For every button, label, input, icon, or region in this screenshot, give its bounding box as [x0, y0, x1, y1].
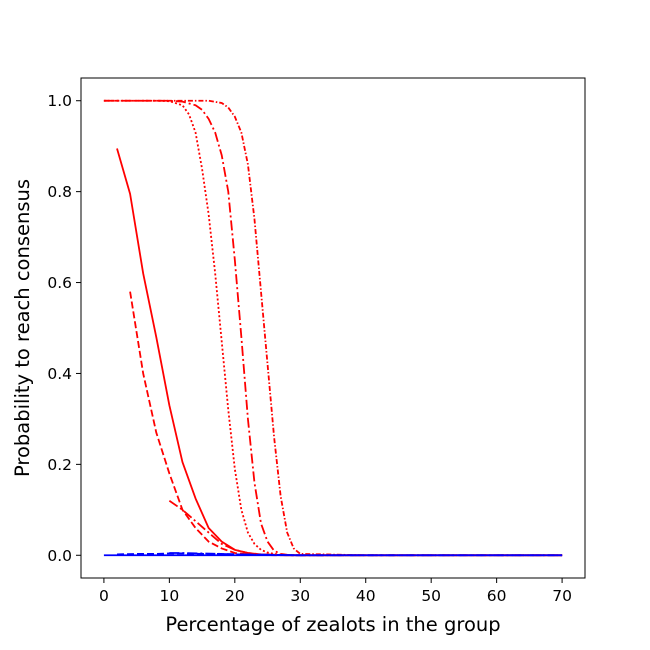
x-tick-label: 20: [225, 587, 245, 605]
x-axis: 0 10 20 30 40 50 60 70: [99, 578, 572, 605]
y-tick-label: 1.0: [47, 92, 72, 110]
x-tick-label: 40: [356, 587, 376, 605]
x-tick-label: 60: [487, 587, 507, 605]
x-tick-label: 70: [552, 587, 572, 605]
x-tick-label: 30: [290, 587, 310, 605]
y-tick-label: 0.8: [47, 183, 72, 201]
x-tick-label: 0: [99, 587, 109, 605]
plot-frame: [80, 77, 586, 579]
x-axis-title: Percentage of zealots in the group: [165, 613, 500, 636]
series-line-9: [169, 552, 563, 557]
y-axis-title: Probability to reach consensus: [11, 179, 34, 477]
x-tick-label: 10: [159, 587, 179, 605]
y-axis: 0.0 0.2 0.4 0.6 0.8 1.0: [47, 92, 81, 565]
plot-area: [103, 99, 563, 557]
y-tick-label: 0.4: [47, 365, 72, 383]
y-tick-label: 0.6: [47, 274, 72, 292]
y-tick-label: 0.0: [47, 547, 72, 565]
x-tick-label: 50: [421, 587, 441, 605]
y-tick-label: 0.2: [47, 456, 72, 474]
